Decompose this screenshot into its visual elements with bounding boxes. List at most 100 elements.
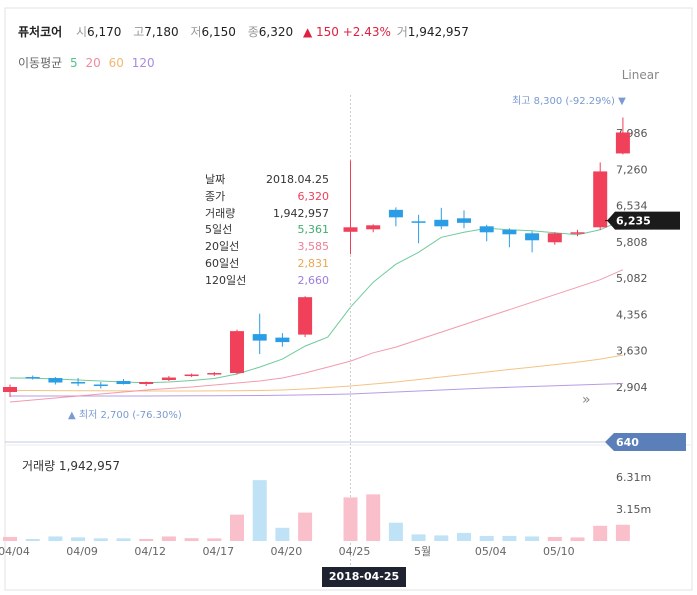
y-tick-label: 6,534 [616, 200, 648, 213]
candle-body [298, 297, 313, 335]
volume-bar [25, 538, 40, 541]
y-tick-label: 4,356 [616, 308, 648, 321]
volume-bar [93, 538, 108, 541]
ma-legend-label: 이동평균 [18, 56, 63, 70]
x-tick-label: 05/10 [543, 545, 575, 558]
volume-bar [184, 538, 199, 541]
candle-body [479, 226, 494, 233]
volume-bar [230, 514, 244, 541]
volume-bar [457, 532, 471, 541]
ma-60-label[interactable]: 60 [108, 56, 124, 70]
candle-body [48, 378, 63, 383]
candle-body [25, 377, 40, 379]
x-tick-label: 04/12 [134, 545, 166, 558]
open-price: 6,170 [87, 25, 122, 39]
volume-tick-label: 3.15m [616, 503, 651, 516]
ma-5-label[interactable]: 5 [70, 56, 78, 70]
x-tick-label: 04/25 [339, 545, 371, 558]
volume-bar [434, 535, 449, 541]
volume-bar [547, 536, 562, 541]
tooltip-close: 6,320 [297, 189, 330, 203]
candle-body [93, 384, 108, 387]
candle-body [207, 373, 222, 375]
tooltip-ma120: 2,660 [297, 273, 330, 287]
volume-bar [525, 536, 540, 541]
volume-bar [275, 527, 290, 541]
candle-body [161, 377, 176, 381]
x-tick-label: 04/20 [271, 545, 303, 558]
volume-bar [343, 497, 358, 541]
candle-body [593, 171, 608, 228]
volume-bar [366, 494, 381, 541]
volume-bar [48, 536, 63, 541]
close-price: 6,320 [258, 25, 294, 39]
ma-20-label[interactable]: 20 [85, 56, 101, 70]
candle-body [230, 331, 244, 374]
volume-tick-label: 6.31m [616, 471, 651, 484]
volume-bar [252, 480, 267, 541]
volume-bar [411, 534, 426, 541]
volume-bar [502, 535, 517, 541]
current-price-label: 6,235 [616, 215, 651, 228]
tooltip-ma20: 3,585 [297, 240, 330, 254]
x-tick-label: 04/17 [202, 545, 234, 558]
x-tick-label: 04/09 [66, 545, 98, 558]
candle-body [184, 374, 199, 377]
stock-name: 퓨처코어 [18, 25, 63, 39]
candle-body [570, 232, 585, 234]
volume-panel-label: 거래량 1,942,957 [22, 459, 121, 473]
ma5-line [9, 219, 624, 384]
candle-body [434, 219, 449, 227]
scale-mode-toggle[interactable]: Linear [621, 68, 659, 82]
y-tick-label: 2,904 [616, 381, 648, 394]
y-tick-label: 5,082 [616, 272, 648, 285]
ma60-line [10, 354, 623, 392]
volume-bar [139, 538, 154, 541]
crosshair-date-badge: 2018-04-25 [322, 567, 406, 587]
volume-bar [161, 536, 176, 541]
avg-line-flag [605, 432, 686, 451]
volume-bar [570, 537, 585, 541]
ma20-line [9, 269, 624, 403]
candle-body [547, 233, 562, 243]
x-tick-label: 5월 [414, 545, 431, 558]
candle-body [525, 233, 540, 241]
candle-body [615, 132, 630, 154]
tooltip-volume: 1,942,957 [273, 206, 329, 220]
candle-body [71, 382, 86, 384]
volume-bar [388, 522, 403, 541]
ma-legend: 이동평균 5 20 60 120 [18, 54, 159, 71]
volume-bar [71, 537, 86, 541]
candle-body [457, 218, 471, 223]
candle-body [116, 381, 131, 385]
candle-body [502, 229, 517, 235]
ma120-line [10, 383, 623, 397]
candle-body [366, 225, 381, 230]
candle-body [139, 382, 154, 385]
volume-value: 1,942,957 [407, 25, 469, 39]
candle-body [411, 221, 426, 223]
y-tick-label: 3,630 [616, 345, 648, 358]
quote-header: 퓨처코어 시6,170 고7,180 저6,150 종6,320 ▲ 150 +… [18, 25, 469, 39]
tooltip-ma5: 5,361 [297, 223, 330, 237]
current-price-flag [607, 211, 680, 230]
tooltip-date: 2018.04.25 [266, 173, 329, 186]
volume-bar [116, 538, 131, 541]
volume-bar [593, 525, 608, 541]
avg-line-label: 640 [616, 436, 639, 449]
x-tick-label: 04/04 [0, 545, 30, 558]
low-price: 6,150 [201, 25, 236, 39]
scroll-right-icon[interactable]: » [582, 392, 591, 408]
candle-body [252, 334, 267, 341]
candle-body [388, 209, 403, 218]
tooltip-ma60: 2,831 [297, 256, 330, 270]
crosshair-tooltip: 날짜 2018.04.25 종가 6,320 거래량 1,942,957 5일선 5,3… [205, 172, 329, 290]
ma-120-label[interactable]: 120 [131, 56, 155, 70]
low-marker: ▲ 최저 2,700 (-76.30%) [68, 409, 182, 421]
volume-bar [3, 536, 17, 541]
volume-bar [479, 535, 494, 541]
chart-frame [4, 7, 693, 591]
high-marker: 최고 8,300 (-92.29%) ▼ [512, 95, 626, 107]
candle-body [3, 387, 17, 393]
